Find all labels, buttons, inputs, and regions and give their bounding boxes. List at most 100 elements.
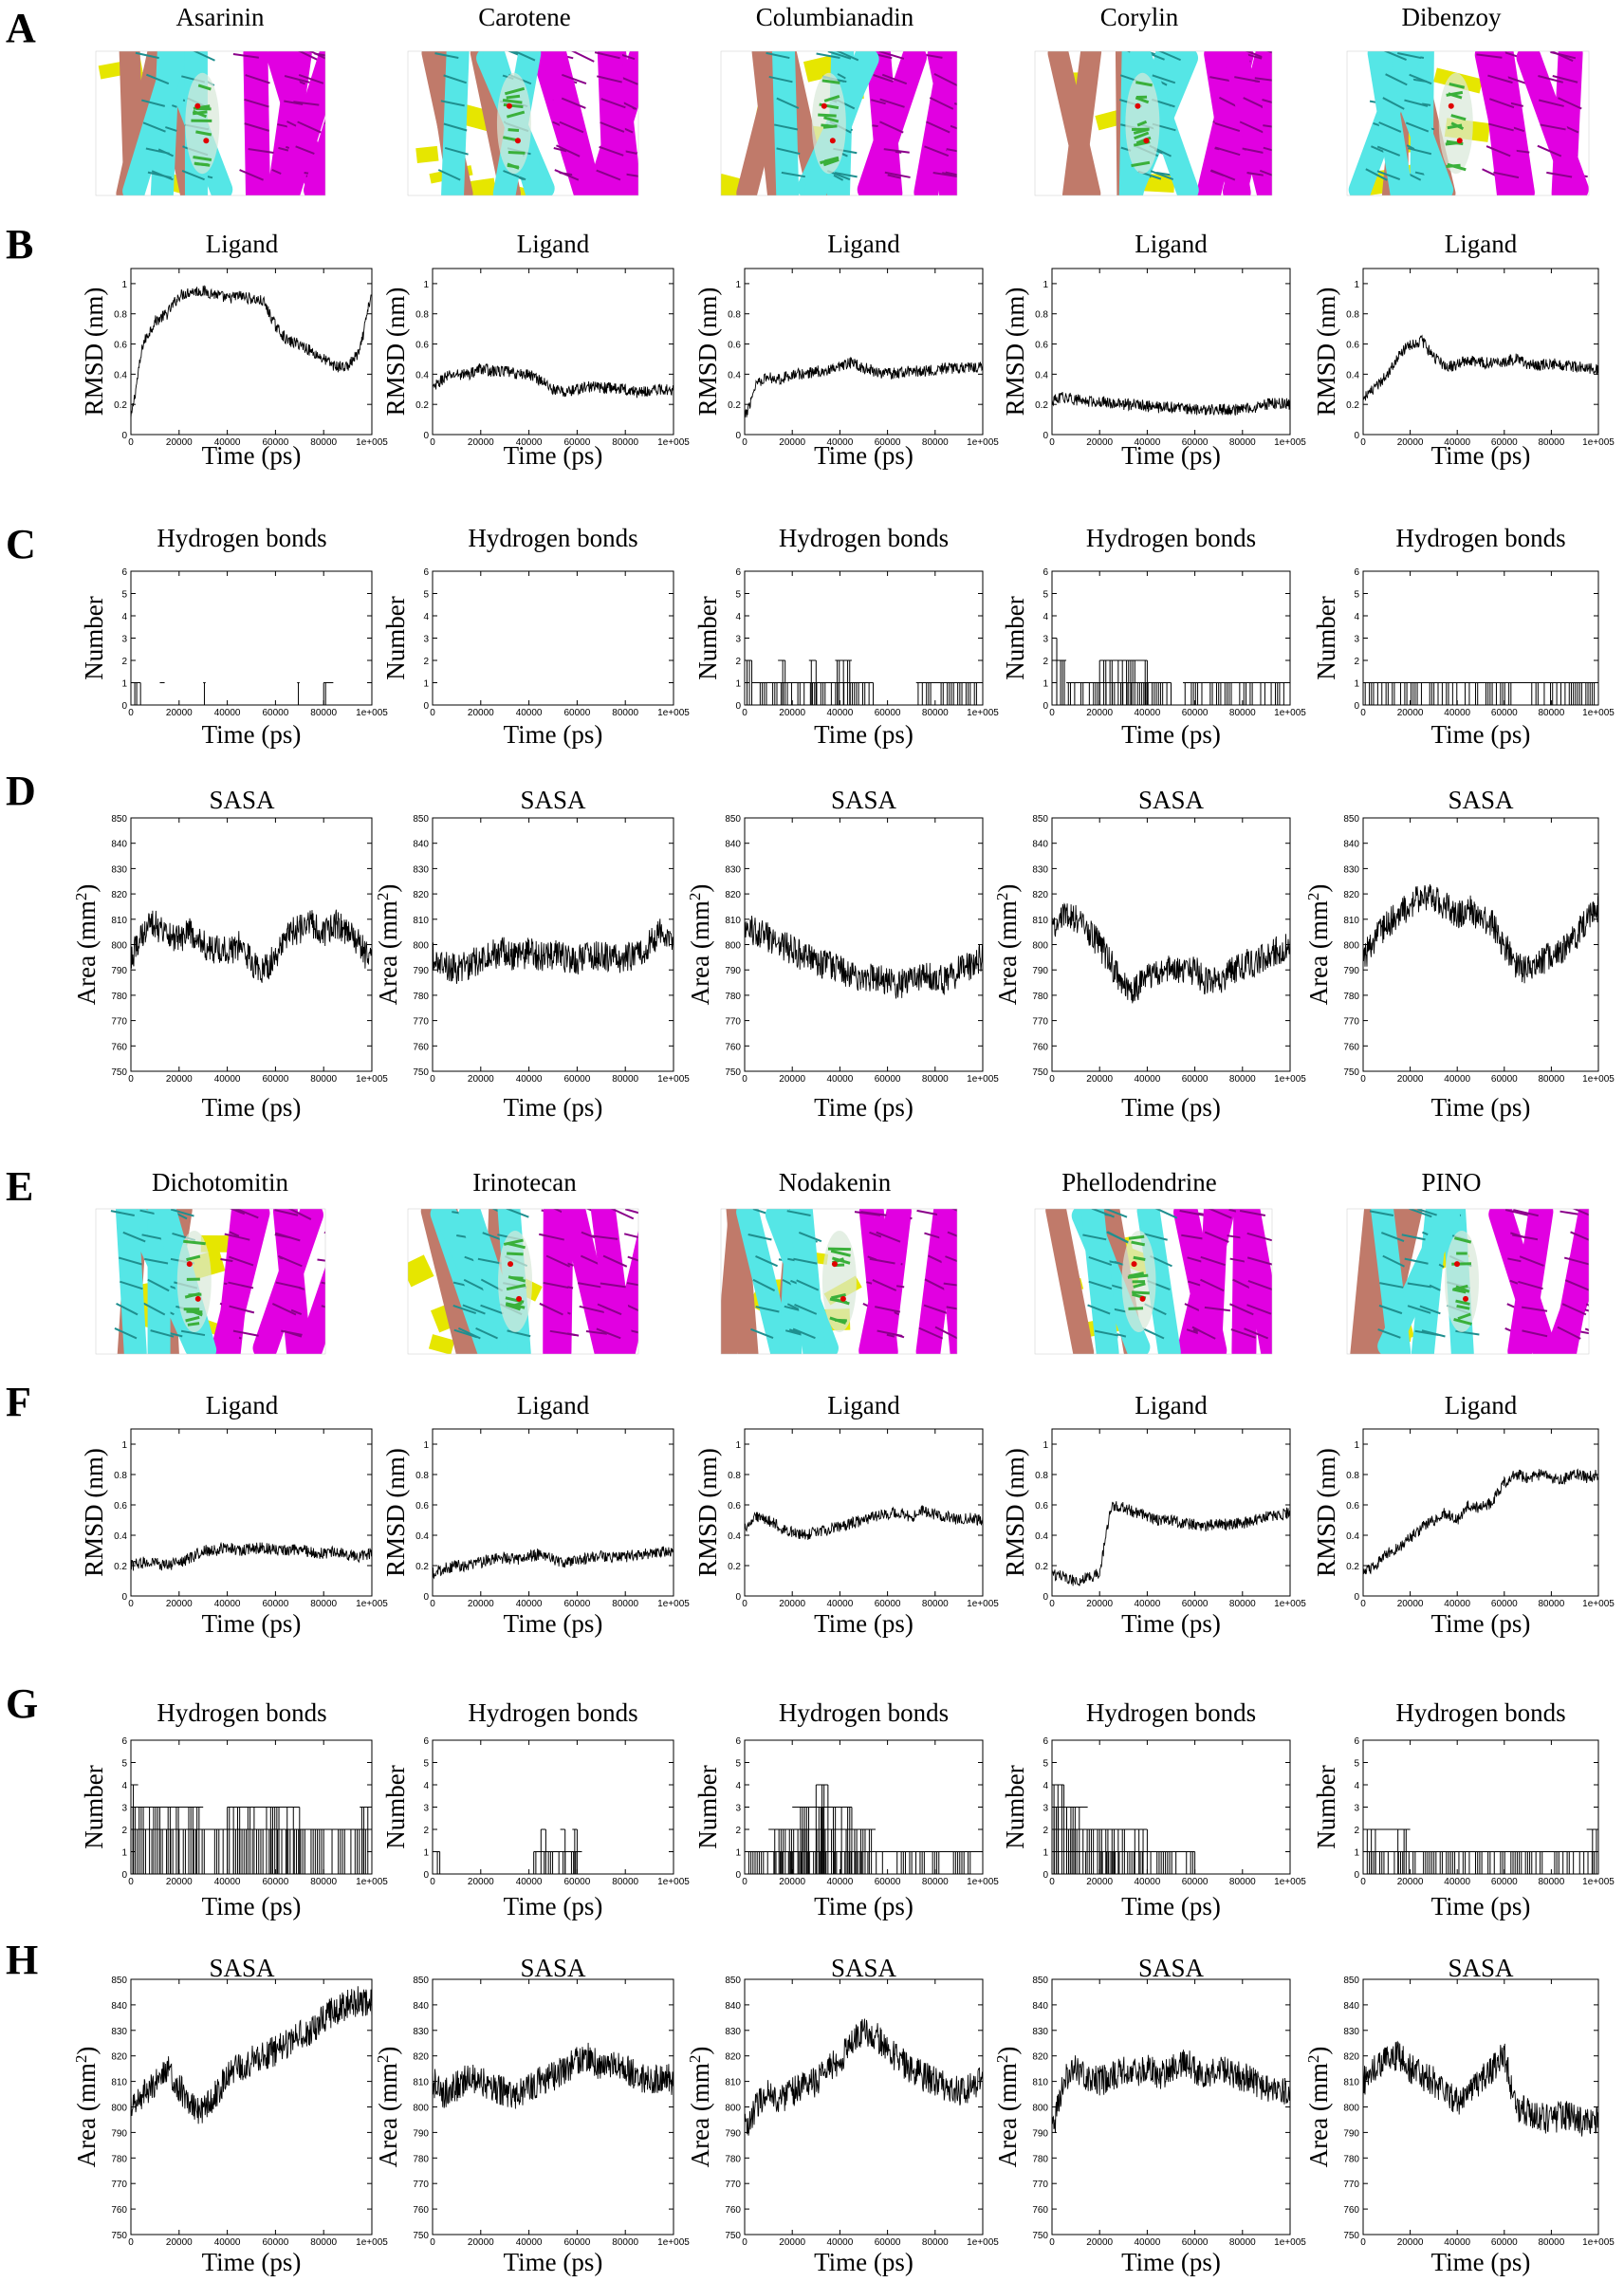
hbond-segment [1051,1828,1148,1874]
x-axis-label: Time (ps) [202,2248,302,2276]
y-tick-label: 3 [735,635,741,645]
y-tick-label: 1 [121,280,127,290]
x-tick-label: 0 [128,1074,134,1085]
y-axis-label: Number [1312,596,1340,679]
x-tick-label: 1e+005 [1582,708,1615,718]
y-tick-label: 0.6 [1346,1501,1359,1512]
y-tick-label: 0 [735,701,741,712]
chart-title: SASA [1138,786,1205,814]
y-tick-label: 0.2 [415,1562,429,1572]
y-tick-label: 820 [1032,2052,1048,2063]
y-tick-label: 1 [1043,1848,1048,1859]
helix-stripe [1369,1210,1394,1216]
molecule-structure-image [95,1208,326,1355]
chart-F-phellodendrine: Ligand 0 20000 40000 60000 80000 1e+005 0 0.2 0.4… [1001,1391,1306,1638]
helix-magenta [276,51,325,195]
y-tick-label: 4 [735,1781,741,1791]
x-tick-label: 80000 [1229,1599,1256,1609]
panel-letter-C: C [6,521,36,567]
y-tick-label: 790 [1032,966,1048,976]
ligand-bond [508,150,526,155]
y-tick-label: 0 [1043,431,1048,441]
x-tick-label: 0 [742,1599,747,1609]
ligand-molecule [1438,72,1473,175]
y-tick-label: 4 [1043,1781,1048,1791]
y-tick-label: 760 [413,2205,429,2216]
helix-stripe [816,52,840,59]
molecule-structure-image [1034,50,1273,196]
helix-stripe [877,1329,903,1338]
x-tick-label: 40000 [214,2237,241,2248]
y-tick-label: 0.2 [1035,400,1048,411]
x-tick-label: 1e+005 [1274,1074,1306,1085]
helix-stripe [600,98,626,109]
helix-stripe [331,74,357,85]
helix-stripe [144,1257,169,1265]
helix-stripe [879,121,904,134]
helix-stripe [1561,1303,1587,1316]
y-tick-label: 840 [1032,2001,1048,2012]
y-tick-label: 810 [413,2078,429,2088]
panel-letter-E: E [6,1163,33,1210]
plot-frame [1051,817,1291,1072]
ligand-bond [1450,121,1465,131]
x-tick-label: 80000 [922,437,949,448]
helix-stripe [932,172,957,178]
hbond-segment [130,1828,372,1874]
helix-stripe [776,147,801,156]
x-tick-label: 20000 [468,437,494,448]
y-tick-label: 760 [111,1042,127,1052]
x-axis-label: Time (ps) [1121,441,1221,470]
helix-stripe [1537,144,1562,158]
x-tick-label: 80000 [1538,2237,1564,2248]
chart-H-nodakenin: SASA 0 20000 40000 60000 80000 1e+005 750 760 770… [686,1954,1000,2276]
helix-stripe [591,1234,618,1240]
y-tick-label: 780 [1032,2154,1048,2164]
helix-stripe [624,1209,638,1217]
y-tick-label: 840 [1032,840,1048,850]
helix-stripe [244,122,270,132]
helix-stripe [512,51,536,62]
chart-F-dichotomitin: Ligand 0 20000 40000 60000 80000 1e+005 0 0.2 0.4… [80,1391,388,1638]
x-tick-label: 80000 [1229,2237,1256,2248]
helix-stripe [274,1232,301,1242]
helix-stripe [836,51,859,62]
ligand-bond [829,1297,847,1305]
y-tick-label: 760 [1343,2205,1359,2216]
ligand-molecule [1121,1230,1156,1333]
y-tick-label: 810 [1032,916,1048,926]
helix-cyan [771,51,800,195]
y-tick-label: 3 [423,1804,429,1814]
y-tick-label: 1 [1043,280,1048,290]
hbond-segment [778,659,786,705]
y-tick-label: 1 [1354,1848,1359,1859]
x-axis-label: Time (ps) [1431,2248,1531,2276]
helix-stripe [1214,121,1241,133]
x-axis-label: Time (ps) [1431,441,1531,470]
helix-stripe [297,121,322,134]
helix-stripe [1552,75,1578,83]
y-tick-label: 750 [111,1067,127,1078]
helix-stripe [929,97,954,110]
helix-stripe [287,1209,312,1220]
helix-stripe [1522,1329,1548,1338]
ligand-bond [1455,1299,1470,1306]
helix-stripe [596,169,621,181]
helix-stripe [933,72,957,86]
ligand-bond [195,130,212,137]
helix-stripe [248,147,274,155]
ligand-oxygen [1139,1295,1146,1302]
x-tick-label: 40000 [826,1074,853,1085]
helix-stripe [773,123,799,131]
x-tick-label: 60000 [875,1877,901,1887]
y-tick-label: 0 [1354,1870,1359,1881]
y-tick-label: 0 [735,1592,741,1603]
helix-stripe [539,1302,563,1316]
helix-stripe [1200,1255,1226,1267]
ligand-bond [1127,1273,1149,1279]
x-tick-label: 80000 [612,437,638,448]
helix-stripe [755,1306,780,1313]
x-tick-label: 20000 [779,1074,805,1085]
hbond-segment [1051,638,1058,705]
